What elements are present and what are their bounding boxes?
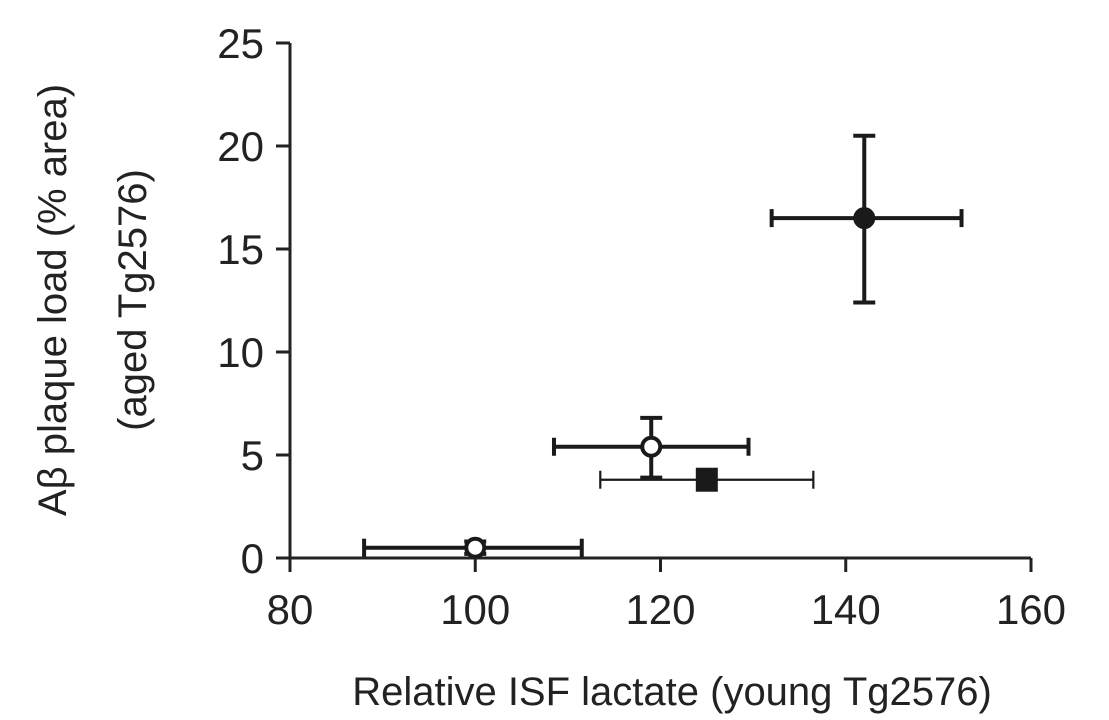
y-axis-title-line1: Aβ plaque load (% area) bbox=[31, 84, 75, 516]
filled-square-marker bbox=[695, 467, 718, 492]
y-tick-label: 15 bbox=[217, 226, 264, 273]
open-circle-marker bbox=[640, 435, 663, 458]
y-axis-ticks: 0 5 10 15 20 25 bbox=[217, 20, 290, 582]
y-tick-label: 10 bbox=[217, 329, 264, 376]
x-tick-label: 80 bbox=[267, 586, 314, 633]
data-markers bbox=[464, 207, 876, 559]
x-tick-label: 100 bbox=[440, 586, 510, 633]
error-bars bbox=[362, 133, 964, 557]
x-tick-label: 120 bbox=[625, 586, 695, 633]
x-tick-label: 160 bbox=[996, 586, 1066, 633]
y-axis-title-line2: (aged Tg2576) bbox=[111, 169, 155, 431]
x-axis-ticks: 80 100 120 140 160 bbox=[267, 558, 1066, 633]
filled-circle-marker bbox=[853, 207, 876, 230]
y-tick-label: 25 bbox=[217, 20, 264, 67]
x-tick-label: 140 bbox=[811, 586, 881, 633]
x-axis-title: Relative ISF lactate (young Tg2576) bbox=[352, 670, 992, 714]
y-tick-label: 0 bbox=[241, 535, 264, 582]
y-tick-label: 5 bbox=[241, 432, 264, 479]
y-tick-label: 20 bbox=[217, 123, 264, 170]
open-circle-marker bbox=[464, 536, 487, 559]
